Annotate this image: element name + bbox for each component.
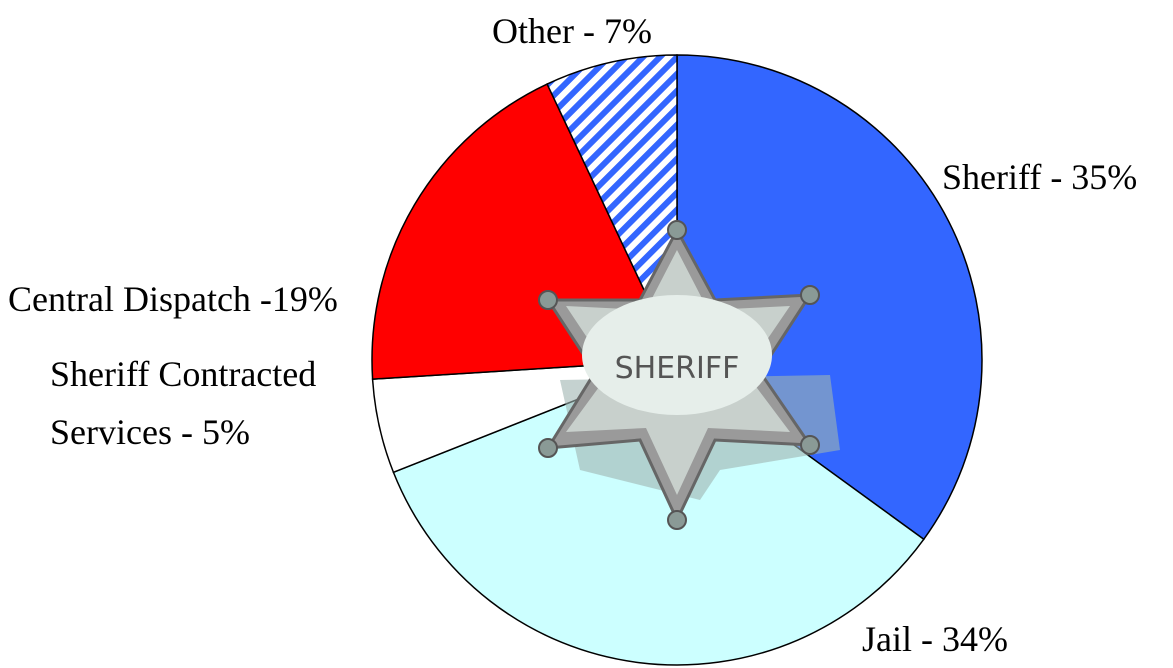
pie-slice (546, 54, 678, 361)
slice-label: Sheriff - 35% (942, 157, 1138, 197)
sheriff-badge: SHERIFF (538, 220, 840, 530)
pie-slice (676, 54, 983, 541)
slice-label: Jail - 34% (862, 619, 1008, 659)
badge-text: SHERIFF (615, 351, 740, 386)
slice-label: Central Dispatch -19% (8, 279, 338, 319)
pie-slice (392, 359, 925, 666)
slice-label: Other - 7% (492, 11, 652, 51)
slice-label: Sheriff Contracted Services - 5% (50, 354, 317, 452)
